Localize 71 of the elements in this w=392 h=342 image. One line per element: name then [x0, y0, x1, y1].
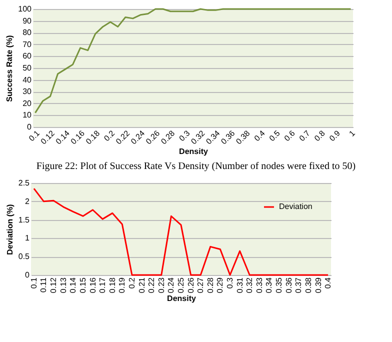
y-tick-label: 0	[25, 270, 30, 280]
x-tick-label: 0.36	[284, 276, 294, 294]
x-tick-label: 0.25	[176, 276, 186, 294]
x-tick-label: 0.2	[127, 276, 136, 289]
x-tick-label: 0.28	[159, 128, 178, 146]
x-axis-title: Density	[179, 147, 208, 156]
x-tick-label: 0.24	[129, 128, 147, 146]
x-tick-label: 0.24	[166, 276, 176, 294]
x-tick-label: 0.4	[324, 276, 333, 289]
x-tick-label: 0.34	[264, 276, 274, 294]
x-axis-title: Density	[167, 294, 196, 304]
y-tick-label: 70	[22, 40, 32, 49]
x-tick-label: 0.32	[245, 276, 254, 294]
x-tick-label: 0.9	[328, 128, 342, 144]
x-tick-label: 0.22	[147, 276, 156, 294]
line-series	[33, 188, 329, 276]
y-tick-label: 1	[25, 234, 30, 243]
y-tick-label: 30	[22, 87, 32, 96]
y-tick-label: 2	[25, 196, 30, 206]
y-tick-label: 50	[22, 64, 32, 72]
x-tick-label: 0.31	[235, 276, 244, 294]
x-tick-label: 0.11	[39, 276, 48, 292]
x-tick-label: 0.26	[144, 128, 162, 146]
y-tick-label: 60	[22, 52, 32, 61]
x-tick-label: 0.27	[196, 276, 206, 294]
y-tick-label: 100	[18, 4, 32, 14]
y-tick-label: 2.5	[18, 178, 30, 188]
y-tick-label: 80	[22, 28, 32, 38]
x-tick-label: 0.14	[54, 128, 72, 146]
x-tick-label: 0.29	[216, 276, 225, 294]
y-tick-label: 40	[22, 75, 32, 84]
x-tick-label: 0.2	[102, 128, 117, 144]
x-tick-label: 0.38	[304, 276, 313, 294]
x-tick-label: 0.17	[98, 276, 108, 294]
x-tick-label: 0.1	[29, 276, 38, 289]
legend-label: Deviation	[279, 202, 312, 211]
x-tick-label: 0.16	[88, 276, 98, 294]
y-tick-label: 20	[22, 98, 32, 108]
x-tick-label: 0.21	[137, 276, 146, 294]
y-tick-label: 90	[22, 16, 32, 26]
x-tick-label: 0.18	[84, 128, 102, 146]
x-tick-label: 0.12	[49, 276, 58, 294]
x-tick-label: 0.16	[69, 128, 87, 146]
x-tick-label: 0.8	[312, 128, 328, 144]
x-tick-label: 0.26	[186, 276, 196, 294]
x-tick-label: 0.3	[226, 276, 235, 289]
x-tick-label: 0.37	[294, 276, 304, 294]
y-tick-label: 0.5	[18, 252, 30, 262]
y-axis-title: Success Rate (%)	[5, 34, 14, 102]
x-tick-label: 0.12	[39, 128, 57, 146]
x-tick-label: 0.28	[206, 276, 215, 294]
x-tick-label: 0.6	[282, 128, 298, 144]
x-tick-label: 0.22	[114, 128, 132, 146]
x-tick-label: 0.7	[298, 128, 312, 144]
y-tick-label: 10	[22, 110, 32, 120]
x-tick-label: 0.13	[58, 276, 68, 294]
x-tick-label: 0.14	[68, 276, 78, 294]
x-tick-label: 0.4	[252, 128, 268, 144]
x-tick-label: 1	[347, 128, 358, 138]
x-tick-label: 0.19	[118, 276, 127, 294]
x-tick-label: 0.23	[156, 276, 166, 294]
caption: Figure 22: Plot of Success Rate Vs Density (Number of nodes were fixed to 50)	[35, 161, 357, 172]
x-tick-label: 0.39	[314, 276, 323, 294]
line-series	[34, 8, 352, 114]
x-tick-label: 0.18	[108, 276, 117, 294]
y-axis-title: Deviation (%)	[5, 204, 14, 255]
x-tick-label: 0.33	[254, 276, 264, 294]
x-tick-label: 0.15	[78, 276, 88, 294]
x-tick-label: 0.5	[268, 128, 282, 144]
x-tick-label: 0.35	[274, 276, 284, 294]
y-tick-label: 1.5	[18, 215, 30, 224]
